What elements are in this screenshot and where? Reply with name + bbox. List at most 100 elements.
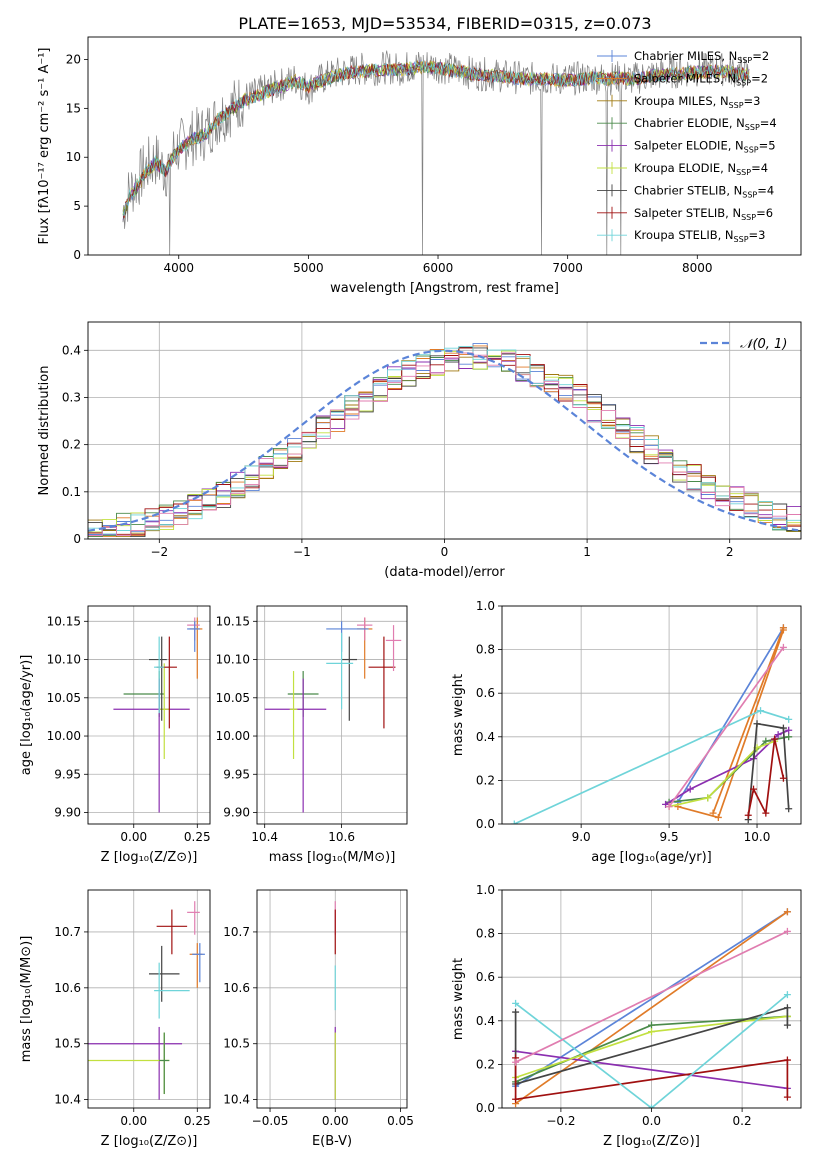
x-tick-label: 10.4 [251, 830, 278, 844]
weight-marker [779, 626, 787, 634]
y-tick-label: 0.6 [476, 970, 495, 984]
weight-marker [785, 805, 793, 813]
y-axis-label: mass [log₁₀(M/M⊙)] [19, 936, 34, 1063]
y-tick-label: 0 [73, 532, 81, 546]
x-tick-label: 6000 [423, 261, 454, 275]
x-tick-label: −2 [150, 545, 168, 559]
weight-marker [757, 707, 765, 715]
weight-marker [783, 927, 791, 935]
weight-line [513, 709, 789, 824]
weight-line [515, 993, 788, 1108]
x-axis-label: (data-model)/error [384, 565, 505, 580]
x-axis-label: Z [log₁₀(Z/Z⊙)] [101, 850, 198, 865]
error-points [113, 617, 203, 813]
weight-marker [750, 785, 758, 793]
x-tick-label: 9.0 [572, 830, 591, 844]
y-tick-label: 0.8 [476, 643, 495, 657]
weight-marker [783, 1093, 791, 1101]
y-tick-label: 1.0 [476, 599, 495, 613]
x-axis-label: age [log₁₀(age/yr)] [591, 850, 712, 865]
weight-lines [510, 624, 793, 824]
axes-frame [501, 605, 802, 825]
y-tick-label: 0.2 [476, 773, 495, 787]
x-tick-label: 9.5 [660, 830, 679, 844]
y-axis-label: age [log₁₀(age/yr)] [19, 655, 34, 776]
y-tick-label: 5 [73, 199, 81, 213]
y-tick-label: 0.8 [476, 927, 495, 941]
weight-marker [771, 735, 779, 743]
error-points [88, 901, 205, 1100]
y-tick-label: 10.4 [223, 1093, 250, 1107]
x-tick-label: 0 [441, 545, 449, 559]
panel-weight-vs-age: 9.0 9.5 10.0 0.0 0.2 0.4 0.6 0.8 1.0 age [log₁₀(a… [451, 599, 802, 865]
spectrum-lines [122, 50, 750, 255]
y-tick-label: 10.15 [216, 614, 250, 628]
weight-marker [512, 1095, 520, 1103]
y-tick-label: 0.3 [62, 390, 81, 404]
legend: Chabrier MILES, NSSP=2 Salpeter MILES, NS… [597, 49, 777, 244]
x-tick-label: −1 [293, 545, 311, 559]
x-tick-label: 0.00 [322, 1114, 349, 1128]
legend-label: Chabrier MILES, NSSP=2 [634, 49, 769, 65]
weight-marker [779, 724, 787, 732]
axes-frame [87, 321, 802, 540]
x-tick-label: 0.25 [184, 830, 211, 844]
weight-line [515, 930, 788, 1063]
weight-lines [512, 908, 791, 1108]
weight-line [668, 646, 785, 808]
x-axis-label: Z [log₁₀(Z/Z⊙)] [101, 1134, 198, 1149]
model-spectrum-line [122, 60, 750, 216]
weight-marker [704, 794, 712, 802]
axes-frame [87, 36, 802, 256]
legend-label: Salpeter STELIB, NSSP=6 [634, 206, 773, 222]
panel-mass-vs-Z: 0.00 0.25 10.4 10.5 10.6 10.7 Z [log₁₀(Z/Z⊙)] m… [19, 889, 211, 1149]
x-tick-label: 0.25 [184, 1114, 211, 1128]
weight-marker [648, 1104, 655, 1108]
x-tick-label: −0.2 [546, 1114, 575, 1128]
weight-marker [785, 726, 793, 734]
axes-frame [256, 889, 408, 1109]
x-axis-label: Z [log₁₀(Z/Z⊙)] [603, 1134, 700, 1149]
x-tick-label: 10.0 [744, 830, 771, 844]
x-tick-label: 0.00 [120, 830, 147, 844]
weight-marker [665, 803, 673, 811]
panel-weight-vs-Z: −0.2 0.0 0.2 0.0 0.2 0.4 0.6 0.8 1.0 Z [log₁₀(Z/Z… [451, 883, 802, 1149]
weight-line [515, 1050, 788, 1090]
weight-marker [783, 1004, 791, 1012]
x-tick-label: −0.05 [252, 1114, 289, 1128]
y-tick-label: 10.6 [54, 981, 81, 995]
panel-mass-vs-EBV: −0.05 0.00 0.05 10.4 10.5 10.6 10.7 E(B-V) [223, 889, 414, 1149]
x-tick-label: 10.6 [328, 830, 355, 844]
x-tick-label: 5000 [293, 261, 324, 275]
residual-histogram [88, 352, 801, 536]
weight-line [514, 1057, 789, 1101]
y-tick-label: 9.90 [223, 806, 250, 820]
y-tick-label: 0.2 [476, 1057, 495, 1071]
y-tick-label: 9.95 [223, 767, 250, 781]
y-tick-label: 9.95 [54, 767, 81, 781]
x-axis-label: E(B-V) [312, 1134, 352, 1149]
residual-histogram [88, 346, 801, 535]
y-tick-label: 0.4 [62, 343, 81, 357]
axes-frame [256, 605, 408, 825]
weight-marker [785, 715, 793, 723]
legend-label: Kroupa ELODIE, NSSP=4 [634, 161, 768, 177]
panel-age-vs-mass: 10.4 10.6 9.90 9.95 10.00 10.05 10.10 10.15 mass… [216, 605, 408, 865]
y-axis-label: mass weight [451, 958, 466, 1040]
weight-line [747, 722, 790, 820]
y-tick-label: 9.90 [54, 806, 81, 820]
y-tick-label: 10.6 [223, 981, 250, 995]
model-spectrum-line [122, 62, 750, 219]
x-tick-label: 0.00 [120, 1114, 147, 1128]
y-tick-label: 10.7 [54, 925, 81, 939]
weight-marker [686, 785, 694, 793]
axes-frame [87, 605, 211, 825]
y-tick-label: 10 [66, 150, 81, 164]
x-tick-label: 7000 [552, 261, 583, 275]
x-tick-label: 0.05 [387, 1114, 414, 1128]
weight-marker [512, 1008, 520, 1016]
y-tick-label: 1.0 [476, 883, 495, 897]
y-tick-label: 0.4 [476, 730, 495, 744]
